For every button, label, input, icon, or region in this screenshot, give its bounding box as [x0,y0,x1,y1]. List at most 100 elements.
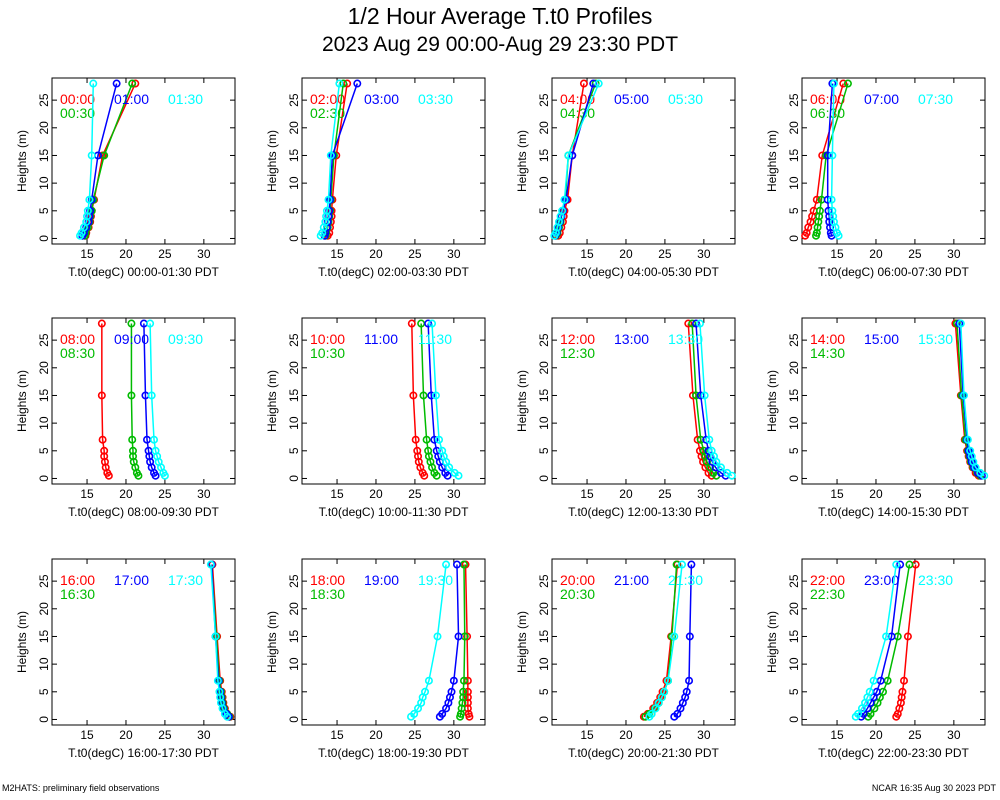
profile-panel-11: 15 20 25 30 0 5 10 15 20 25 T.t0(degC) 20:00-21:30… [515,558,736,760]
legend-label: 05:00 [614,91,649,107]
legend-label: 04:30 [560,105,595,121]
x-tick-label: 15 [80,728,94,742]
data-point [85,195,94,204]
legend-label: 09:30 [168,331,203,347]
y-tick-label: 20 [37,121,51,135]
legend-label: 22:30 [810,586,845,602]
x-tick-label: 15 [80,247,94,261]
legend-label: 08:30 [60,345,95,361]
profile-panel-10: 15 20 25 30 0 5 10 15 20 25 T.t0(degC) 18:00-19:30… [265,558,486,760]
y-tick-label: 25 [537,574,551,588]
data-point [430,435,439,444]
data-point [146,319,155,328]
x-axis-label: T.t0(degC) 14:00-15:30 PDT [818,505,969,519]
series-line [420,323,438,477]
x-tick-label: 25 [158,728,172,742]
y-tick-label: 5 [37,688,51,695]
data-point [828,206,837,215]
profile-panel-6: 15 20 25 30 0 5 10 15 20 25 T.t0(degC) 10:00-11:30… [265,317,486,519]
plot-frame [301,77,486,245]
profile-panel-7: 15 20 25 30 0 5 10 15 20 25 T.t0(degC) 12:00-13:30… [515,317,736,519]
x-tick-label: 30 [447,487,461,501]
y-tick-label: 25 [37,574,51,588]
series-line [411,323,425,477]
x-tick-label: 30 [947,487,961,501]
profile-panel-9: 15 20 25 30 0 5 10 15 20 25 T.t0(degC) 16:00-17:30… [15,558,236,760]
data-point [695,319,704,328]
legend-label: 07:30 [918,91,953,107]
y-tick-label: 25 [787,333,801,347]
data-point [206,560,215,569]
data-point [560,195,569,204]
data-point [447,687,456,696]
data-point [865,687,874,696]
data-point [428,319,437,328]
series-line [673,564,693,718]
x-tick-label: 30 [697,247,711,261]
x-tick-label: 30 [447,728,461,742]
x-tick-label: 15 [580,487,594,501]
data-point [410,709,419,718]
data-point [892,560,901,569]
y-tick-label: 10 [287,176,301,190]
y-tick-label: 25 [37,333,51,347]
legend-label: 15:30 [918,331,953,347]
series-2330 [851,560,901,721]
y-tick-label: 15 [537,148,551,162]
data-point [684,319,693,328]
y-tick-label: 25 [787,574,801,588]
x-tick-label: 15 [330,728,344,742]
data-point [882,632,891,641]
x-tick-label: 25 [158,247,172,261]
legend-label: 21:00 [614,572,649,588]
data-point [839,79,848,88]
y-tick-label: 15 [287,148,301,162]
data-point [716,463,725,472]
data-point [127,319,136,328]
legend-label: 08:00 [60,331,95,347]
y-tick-label: 20 [537,602,551,616]
legend-label: 00:30 [60,105,95,121]
x-axis-label: T.t0(degC) 16:00-17:30 PDT [68,746,219,760]
y-tick-label: 25 [537,333,551,347]
data-point [339,79,348,88]
x-tick-label: 15 [330,247,344,261]
data-point [682,687,691,696]
x-axis-label: T.t0(degC) 20:00-21:30 PDT [568,746,719,760]
x-tick-label: 20 [869,247,883,261]
data-point [660,687,669,696]
data-point [685,676,694,685]
y-tick-label: 15 [37,629,51,643]
series-1000 [407,319,429,480]
data-point [343,79,352,88]
legend-label: 14:00 [810,331,845,347]
y-tick-label: 5 [537,207,551,214]
data-point [100,452,109,461]
data-point [424,319,433,328]
x-tick-label: 20 [869,728,883,742]
data-point [869,676,878,685]
x-tick-label: 30 [447,247,461,261]
y-tick-label: 0 [787,235,801,242]
x-axis-label: T.t0(degC) 08:00-09:30 PDT [68,505,219,519]
y-tick-label: 0 [37,235,51,242]
y-tick-label: 20 [287,602,301,616]
data-point [823,151,832,160]
x-axis-label: T.t0(degC) 10:00-11:30 PDT [319,505,470,519]
y-tick-label: 10 [37,416,51,430]
y-tick-label: 5 [287,688,301,695]
data-point [688,319,697,328]
plot-frame [301,317,486,485]
legend-label: 11:00 [364,331,398,347]
series-1530 [956,319,989,480]
profile-panel-3: 15 20 25 30 0 5 10 15 20 25 T.t0(degC) 04:00-05:30… [515,77,736,279]
legend-label: 20:30 [560,586,595,602]
legend-label: 20:00 [560,572,595,588]
x-tick-label: 20 [619,728,633,742]
legend-label: 01:30 [168,91,203,107]
series-2130 [645,560,687,721]
y-tick-label: 15 [37,148,51,162]
x-tick-label: 25 [408,247,422,261]
y-tick-label: 15 [787,388,801,402]
data-point [827,195,836,204]
